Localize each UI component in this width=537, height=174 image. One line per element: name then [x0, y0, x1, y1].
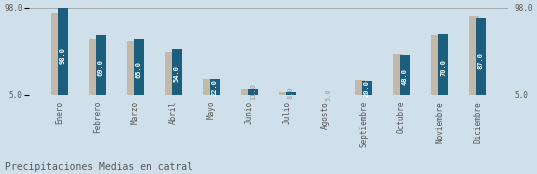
Text: 20.0: 20.0	[364, 80, 370, 97]
Text: 70.0: 70.0	[440, 59, 446, 76]
Bar	[476, 18, 487, 99]
Bar	[172, 49, 182, 99]
Bar	[469, 16, 480, 99]
Bar	[324, 95, 334, 99]
Bar	[89, 39, 99, 99]
Bar	[286, 92, 296, 99]
Text: 8.0: 8.0	[288, 86, 294, 99]
Bar	[248, 89, 258, 99]
Bar	[209, 79, 220, 99]
Text: 87.0: 87.0	[478, 52, 484, 69]
Bar	[393, 54, 403, 99]
Text: 54.0: 54.0	[174, 65, 180, 82]
Text: 5.0: 5.0	[326, 88, 332, 101]
Bar	[400, 54, 410, 99]
Bar	[317, 95, 328, 99]
Bar	[127, 41, 137, 99]
Text: 65.0: 65.0	[136, 61, 142, 78]
Bar	[96, 35, 106, 99]
Bar	[438, 34, 448, 99]
Text: Precipitaciones Medias en catral: Precipitaciones Medias en catral	[5, 162, 193, 172]
Text: 11.0: 11.0	[250, 83, 256, 100]
Text: 22.0: 22.0	[212, 79, 218, 96]
Bar	[165, 52, 176, 99]
Bar	[50, 13, 61, 99]
Bar	[431, 35, 441, 99]
Bar	[203, 79, 213, 99]
Bar	[279, 92, 289, 99]
Text: 69.0: 69.0	[98, 59, 104, 76]
Bar	[361, 81, 372, 99]
Bar	[57, 8, 68, 99]
Text: 98.0: 98.0	[60, 47, 66, 64]
Bar	[241, 89, 251, 99]
Bar	[134, 39, 144, 99]
Bar	[355, 80, 365, 99]
Text: 48.0: 48.0	[402, 68, 408, 85]
